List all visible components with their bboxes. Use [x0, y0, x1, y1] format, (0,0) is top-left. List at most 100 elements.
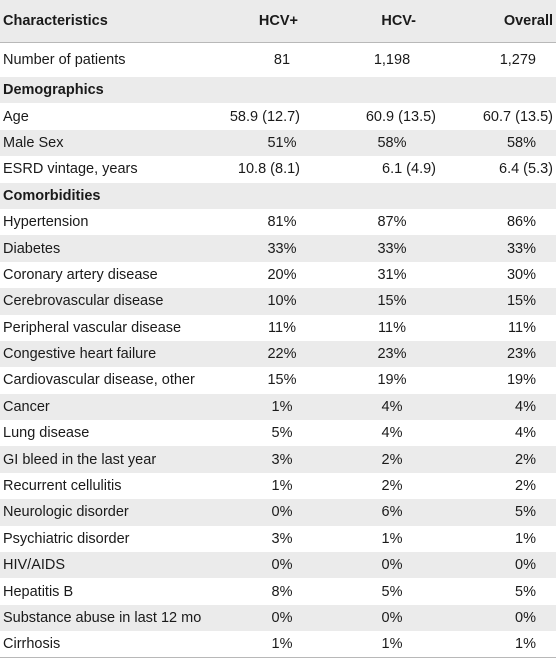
- row-label: ESRD vintage, years: [3, 161, 138, 178]
- cell-hcv-negative: 2%: [381, 478, 403, 495]
- column-header-characteristics: Characteristics: [0, 0, 212, 43]
- cell-hcv-negative: 0%: [381, 610, 403, 626]
- table-row: Coronary artery disease 20% 31% 30%: [0, 262, 556, 288]
- table-row: Cirrhosis 1% 1% 1%: [0, 631, 556, 659]
- cell-hcv-negative: 60.9 (13.5): [365, 108, 436, 125]
- cell-hcv-positive: 1%: [212, 631, 328, 659]
- row-label: Neurologic disorder: [3, 504, 129, 521]
- table-row: Congestive heart failure 22% 23% 23%: [0, 340, 556, 368]
- cell-overall: 4%: [515, 425, 536, 442]
- cell-overall: 5%: [515, 583, 536, 600]
- row-label: Lung disease: [3, 425, 90, 442]
- cell-hcv-negative: 31%: [377, 266, 407, 283]
- cell-overall: 1,279: [499, 51, 536, 68]
- row-label: Cardiovascular disease, other: [3, 372, 195, 389]
- cell-hcv-negative: 5%: [381, 583, 403, 600]
- cell-overall: 2%: [515, 478, 536, 495]
- cell-hcv-positive: 22%: [267, 346, 297, 363]
- row-label: Peripheral vascular disease: [3, 319, 182, 336]
- cell-overall: 0%: [515, 610, 536, 626]
- table-row: Hepatitis B 8% 5% 5%: [0, 578, 556, 604]
- cell-hcv-positive: 15%: [267, 372, 297, 389]
- cell-overall: 1%: [515, 530, 536, 547]
- cell-hcv-positive: 3%: [271, 530, 293, 547]
- row-label: GI bleed in the last year: [3, 451, 157, 468]
- table-row: Age 58.9 (12.7) 60.9 (13.5) 60.7 (13.5): [0, 103, 556, 129]
- cell-overall: 33%: [506, 240, 536, 257]
- cell-hcv-negative: 4%: [381, 425, 403, 442]
- cell-overall: 11%: [508, 319, 536, 336]
- cell-hcv-negative: 2%: [381, 451, 403, 468]
- row-label: Cirrhosis: [0, 631, 212, 659]
- row-label: HIV/AIDS: [3, 557, 66, 574]
- cell-hcv-positive: 51%: [267, 134, 297, 151]
- cell-overall: 19%: [506, 372, 536, 389]
- table-row: Peripheral vascular disease 11% 11% 11%: [0, 315, 556, 341]
- cell-overall: 60.7 (13.5): [482, 108, 553, 125]
- row-label: Cerebrovascular disease: [3, 293, 164, 310]
- table-row: Recurrent cellulitis 1% 2% 2%: [0, 473, 556, 499]
- table-row: Hypertension 81% 87% 86%: [0, 209, 556, 235]
- table-row: Lung disease 5% 4% 4%: [0, 420, 556, 446]
- column-header-overall: Overall: [444, 0, 556, 43]
- cell-hcv-negative: 6%: [381, 504, 403, 521]
- column-header-hcv-positive: HCV+: [212, 0, 328, 43]
- row-label: Cancer: [3, 398, 50, 415]
- cell-hcv-positive: 33%: [267, 240, 297, 257]
- table-row: Cancer 1% 4% 4%: [0, 393, 556, 421]
- cell-hcv-positive: 0%: [271, 557, 293, 574]
- table-row: ESRD vintage, years 10.8 (8.1) 6.1 (4.9) 6.…: [0, 156, 556, 182]
- cell-hcv-negative: 33%: [377, 240, 407, 257]
- row-label: Recurrent cellulitis: [3, 478, 122, 495]
- row-label: Diabetes: [3, 240, 61, 257]
- cell-hcv-negative: 0%: [381, 557, 403, 574]
- cell-hcv-positive: 20%: [267, 266, 297, 283]
- table-row: Cerebrovascular disease 10% 15% 15%: [0, 288, 556, 315]
- table-row: Substance abuse in last 12 mo 0% 0% 0%: [0, 604, 556, 632]
- table-row: HIV/AIDS 0% 0% 0%: [0, 552, 556, 579]
- cell-hcv-positive: 10.8 (8.1): [237, 161, 300, 178]
- table-row: Cardiovascular disease, other 15% 19% 19%: [0, 367, 556, 393]
- cell-overall: 1%: [444, 631, 556, 659]
- row-label: Substance abuse in last 12 mo: [3, 610, 202, 626]
- row-label: Male Sex: [3, 134, 64, 151]
- cell-hcv-positive: 81: [273, 51, 291, 68]
- cell-overall: 23%: [506, 346, 536, 363]
- section-title: Demographics: [3, 82, 104, 99]
- cell-overall: 58%: [506, 134, 536, 151]
- row-label: Hypertension: [3, 214, 89, 231]
- table-row: GI bleed in the last year 3% 2% 2%: [0, 446, 556, 473]
- row-label: Number of patients: [3, 51, 126, 68]
- cell-overall: 15%: [506, 293, 536, 310]
- table-row: Number of patients 81 1,198 1,279: [0, 42, 556, 77]
- cell-overall: 0%: [515, 557, 536, 574]
- cell-hcv-positive: 0%: [271, 504, 293, 521]
- row-label: Congestive heart failure: [3, 346, 157, 363]
- cell-hcv-negative: 87%: [377, 214, 407, 231]
- cell-hcv-positive: 1%: [271, 398, 293, 415]
- cell-hcv-negative: 6.1 (4.9): [382, 161, 436, 178]
- row-label: Hepatitis B: [3, 583, 74, 600]
- cell-hcv-positive: 81%: [267, 214, 297, 231]
- header-row: Characteristics HCV+ HCV- Overall: [0, 0, 556, 43]
- cell-overall: 5%: [515, 504, 536, 521]
- table-body: Number of patients 81 1,198 1,279 Demographi…: [0, 42, 556, 659]
- cell-hcv-negative: 23%: [377, 346, 407, 363]
- row-label: Psychiatric disorder: [3, 530, 130, 547]
- cell-hcv-negative: 1%: [328, 631, 444, 659]
- column-header-hcv-negative: HCV-: [328, 0, 444, 43]
- cell-hcv-positive: 10%: [267, 293, 297, 310]
- table-row: Psychiatric disorder 3% 1% 1%: [0, 526, 556, 552]
- row-label: Age: [3, 108, 29, 125]
- row-label: Coronary artery disease: [3, 266, 158, 283]
- section-header-row: Demographics: [0, 77, 556, 104]
- cell-hcv-positive: 0%: [271, 610, 293, 626]
- table-row: Neurologic disorder 0% 6% 5%: [0, 499, 556, 526]
- cell-overall: 30%: [506, 266, 536, 283]
- cell-hcv-negative: 1%: [381, 530, 403, 547]
- cell-hcv-negative: 15%: [377, 293, 407, 310]
- cell-hcv-positive: 3%: [271, 451, 293, 468]
- cell-hcv-negative: 1,198: [373, 51, 411, 68]
- cell-hcv-positive: 1%: [271, 478, 293, 495]
